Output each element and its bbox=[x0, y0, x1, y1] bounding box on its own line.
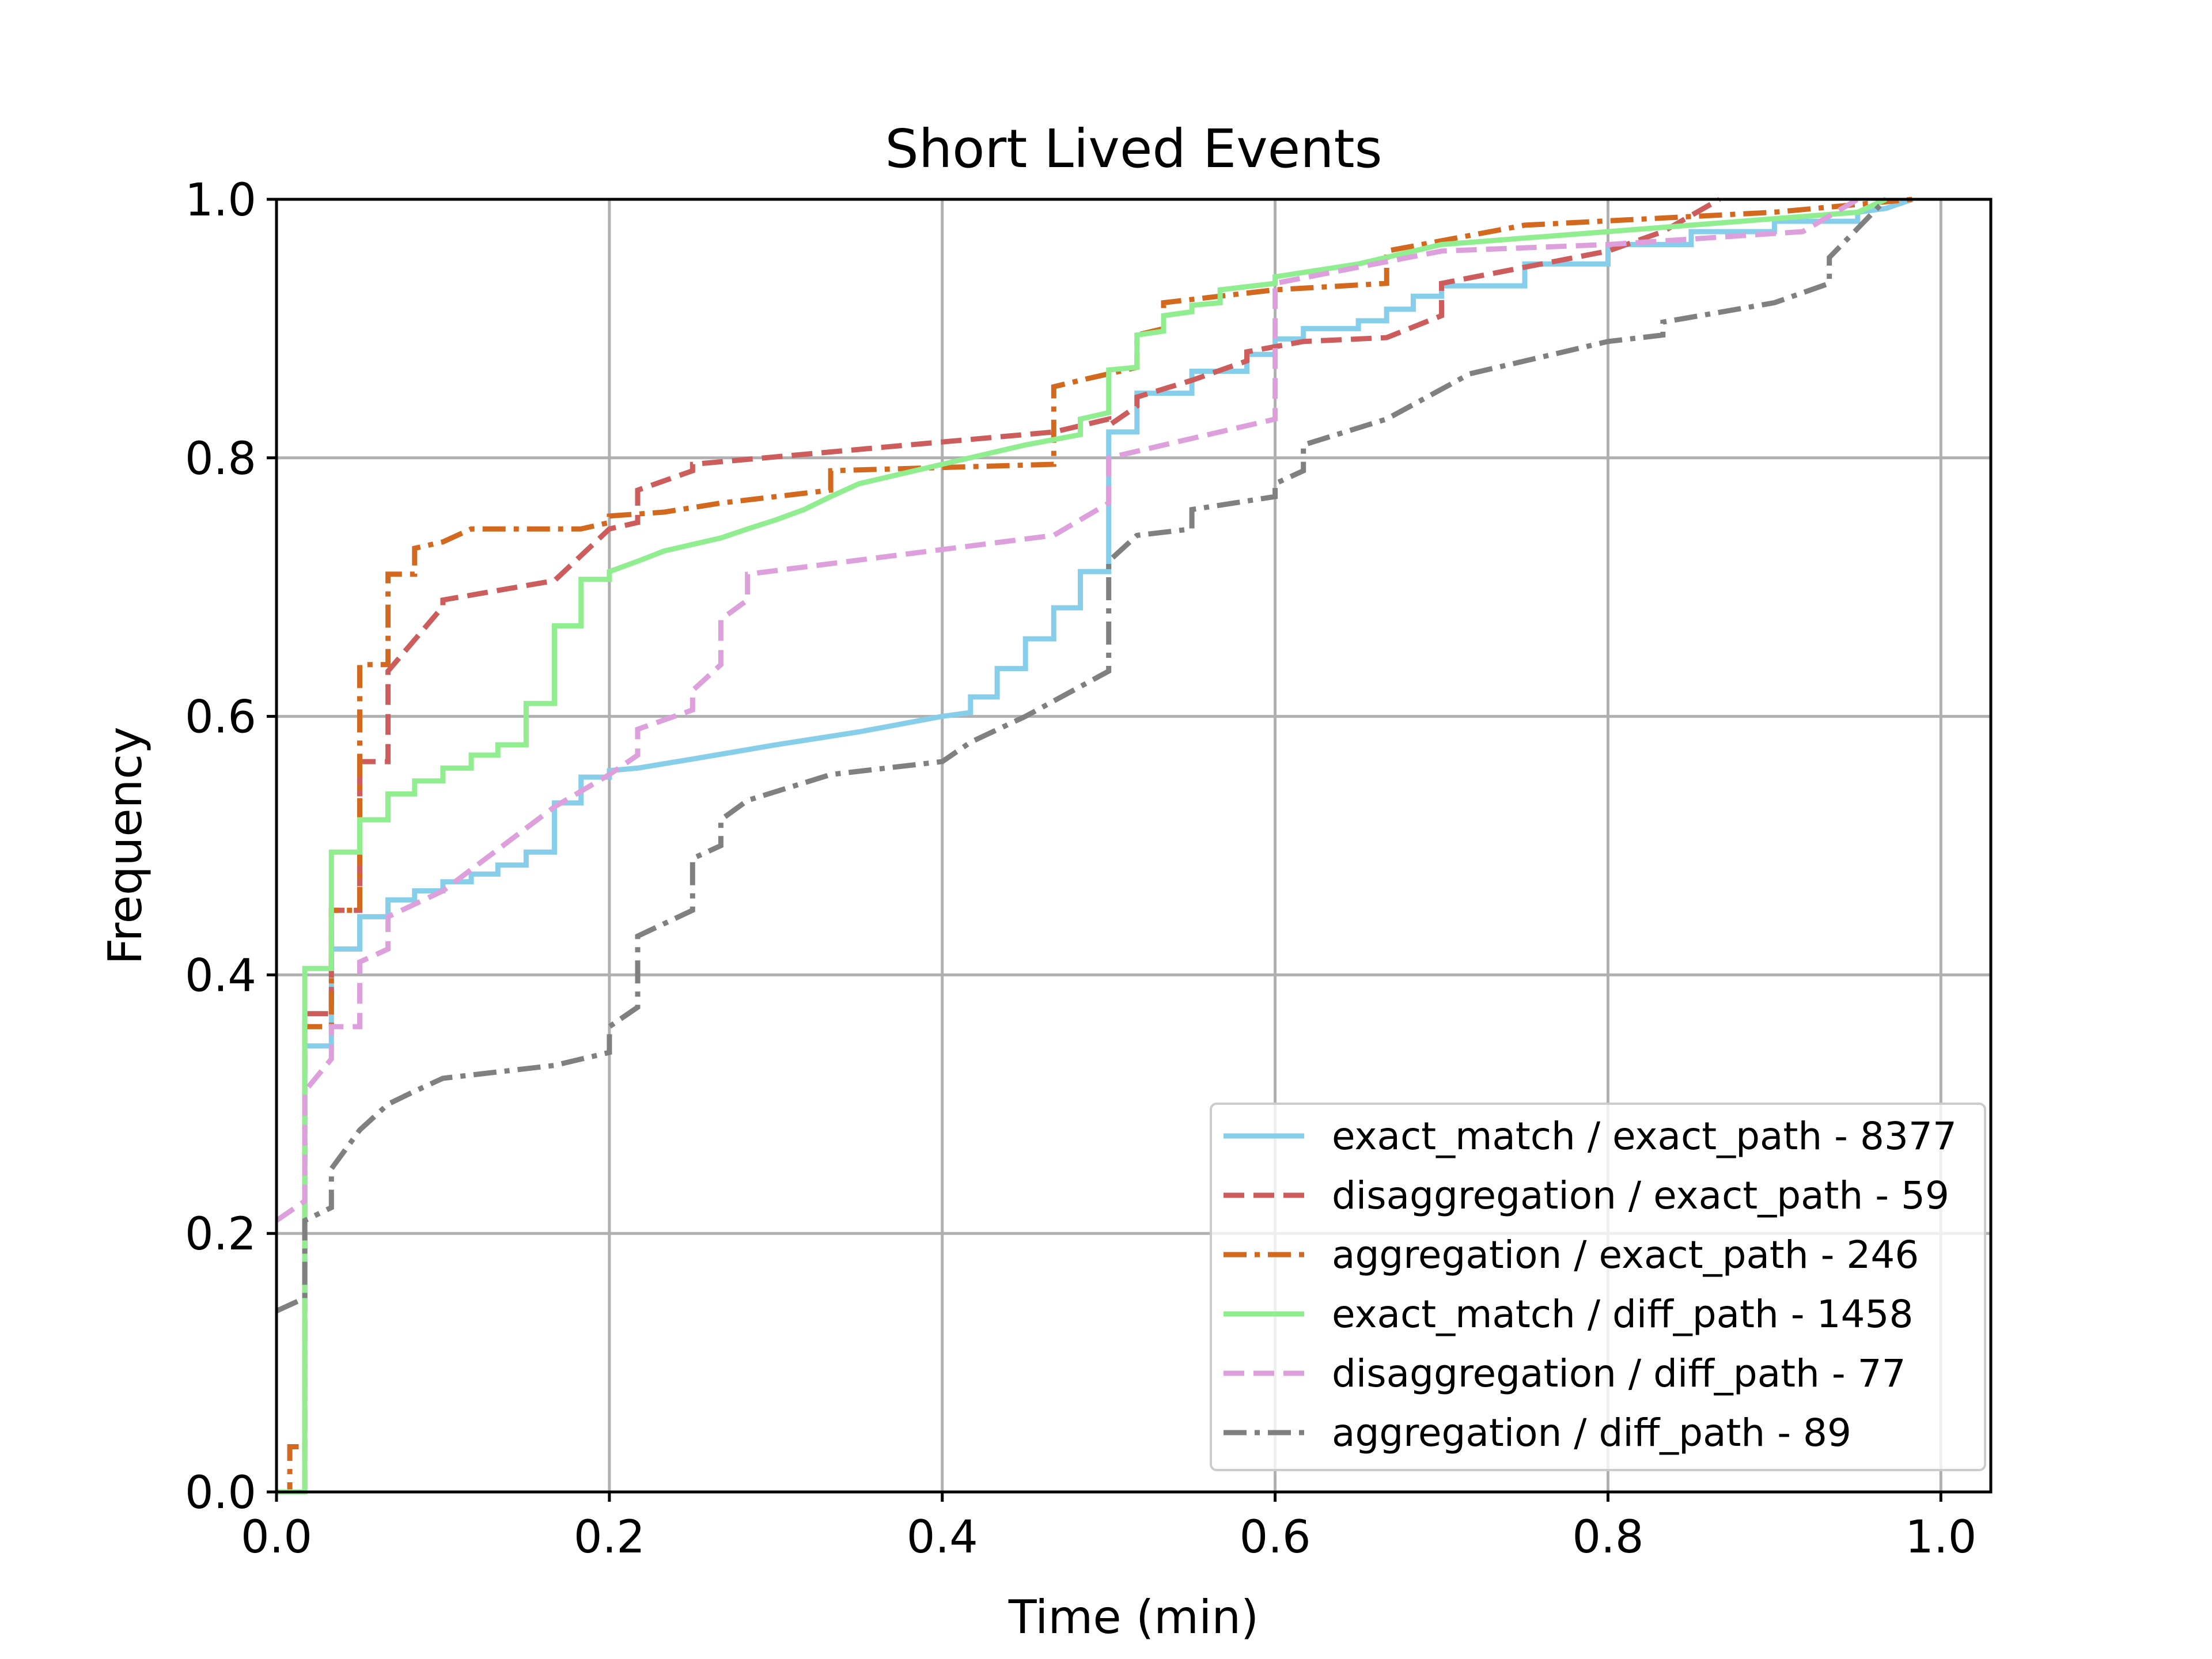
x-tick-label: 0.4 bbox=[907, 1512, 978, 1563]
x-tick-label: 1.0 bbox=[1905, 1512, 1976, 1563]
y-axis-label: Frequency bbox=[99, 726, 152, 964]
x-axis-label: Time (min) bbox=[1008, 1590, 1259, 1644]
y-tick-label: 0.4 bbox=[185, 950, 256, 1002]
y-tick-label: 0.2 bbox=[185, 1209, 256, 1260]
plot-frame bbox=[275, 198, 1993, 1494]
series-line-3 bbox=[276, 196, 1887, 1495]
x-tick-label: 0.0 bbox=[241, 1512, 312, 1563]
x-tick-label: 0.2 bbox=[574, 1512, 645, 1563]
legend-label-1: disaggregation / exact_path - 59 bbox=[1332, 1173, 1949, 1218]
y-tick-label: 0.8 bbox=[185, 433, 256, 485]
legend-label-5: aggregation / diff_path - 89 bbox=[1332, 1411, 1851, 1455]
chart-title: Short Lived Events bbox=[885, 118, 1382, 180]
y-tick-label: 0.0 bbox=[185, 1467, 256, 1519]
x-tick-label: 0.8 bbox=[1572, 1512, 1643, 1563]
legend: exact_match / exact_path - 8377 disaggreg… bbox=[1210, 1103, 1986, 1471]
x-tick-label: 0.6 bbox=[1240, 1512, 1311, 1563]
y-tick-label: 1.0 bbox=[185, 175, 256, 226]
legend-label-2: aggregation / exact_path - 246 bbox=[1332, 1233, 1919, 1277]
legend-label-4: disaggregation / diff_path - 77 bbox=[1332, 1351, 1906, 1396]
ticks: 0.0 0.2 0.4 0.6 0.8 1.0 0.0 0.2 0.4 0.6 0.8 1.0 bbox=[185, 175, 1976, 1563]
legend-label-0: exact_match / exact_path - 8377 bbox=[1332, 1114, 1957, 1158]
grid bbox=[275, 198, 1991, 1494]
legend-box bbox=[1210, 1103, 1986, 1471]
series-line-5 bbox=[275, 197, 1888, 1313]
series-line-0 bbox=[276, 196, 1914, 1495]
y-tick-label: 0.6 bbox=[185, 692, 256, 744]
series-group bbox=[275, 196, 1914, 1495]
series-line-4 bbox=[275, 197, 1859, 1223]
series-line-1 bbox=[276, 197, 1721, 1495]
legend-label-3: exact_match / diff_path - 1458 bbox=[1332, 1292, 1914, 1336]
